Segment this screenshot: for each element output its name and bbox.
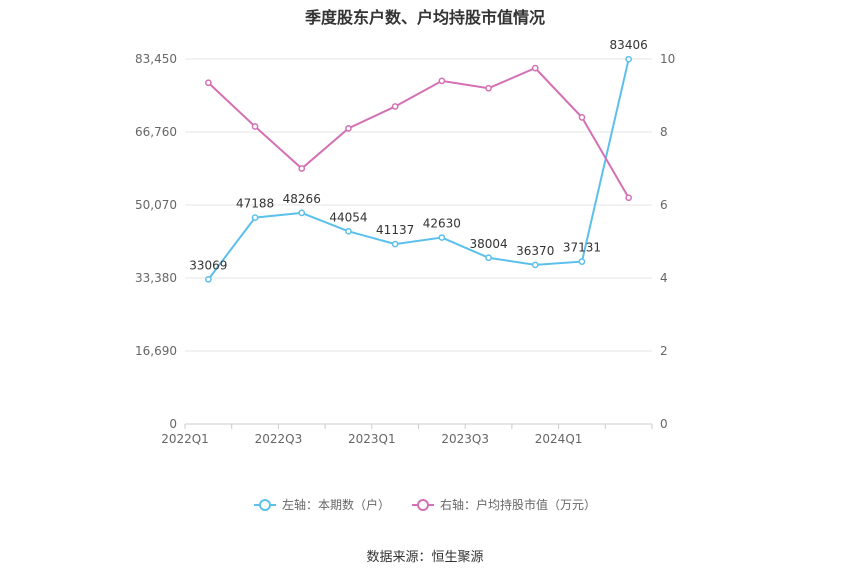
legend: 左轴：本期数（户） 右轴：户均持股市值（万元） [0,496,850,513]
x-axis-tick-label: 2022Q1 [161,432,209,446]
legend-line-icon [412,498,434,511]
data-label: 41137 [376,223,414,237]
data-point [205,79,212,87]
data-point [485,254,492,262]
data-label: 47188 [236,197,274,211]
legend-line-icon [253,498,276,511]
legend-label-avg-value: 右轴：户均持股市值（万元） [440,498,597,512]
chart-title: 季度股东户数、户均持股市值情况 [304,8,545,27]
x-axis-tick-label: 2023Q3 [441,432,489,446]
left-axis-tick-label: 16,690 [135,344,177,358]
left-axis-tick-label: 0 [169,417,177,431]
data-point [531,261,539,269]
data-point [438,77,446,85]
data-label: 37131 [563,241,601,255]
data-label: 38004 [469,237,507,251]
data-point [531,64,539,72]
data-label: 44054 [329,210,367,224]
data-point [298,165,306,172]
data-point [345,227,352,235]
data-point [625,55,633,63]
data-point [298,209,306,217]
series-line [207,66,630,199]
data-point [391,103,399,110]
data-point [438,234,446,241]
legend-item-avg-value[interactable]: 右轴：户均持股市值（万元） [412,496,596,513]
data-point [251,123,259,130]
left-axis-tick-label: 83,450 [135,52,177,66]
data-label: 83406 [610,38,648,52]
right-axis-tick-label: 10 [660,52,675,66]
right-axis-tick-label: 4 [660,271,668,285]
left-axis-tick-label: 33,380 [135,271,177,285]
x-axis-tick-label: 2023Q1 [348,432,396,446]
right-axis-tick-label: 2 [660,344,668,358]
data-point [625,194,633,202]
x-axis-tick-label: 2022Q3 [255,432,303,446]
data-label: 36370 [516,244,554,258]
data-point [205,276,212,283]
left-axis-tick-label: 66,760 [135,125,177,139]
legend-item-households[interactable]: 左轴：本期数（户） [253,496,390,513]
data-point [251,214,259,221]
data-label: 33069 [189,258,227,272]
data-source: 数据来源：恒生聚源 [366,550,484,565]
data-point [345,125,352,132]
series-line [207,58,630,280]
right-axis-tick-label: 0 [660,417,668,431]
data-point [485,84,492,92]
legend-label-households: 左轴：本期数（户） [281,498,390,512]
data-point [391,240,399,248]
right-axis-tick-label: 8 [660,125,668,139]
right-axis-tick-label: 6 [660,198,668,212]
data-label: 48266 [283,192,321,206]
data-label: 42630 [423,217,461,231]
left-axis-tick-label: 50,070 [135,198,177,212]
x-axis-tick-label: 2024Q1 [535,432,583,446]
data-point [578,258,586,265]
data-point [578,114,586,121]
